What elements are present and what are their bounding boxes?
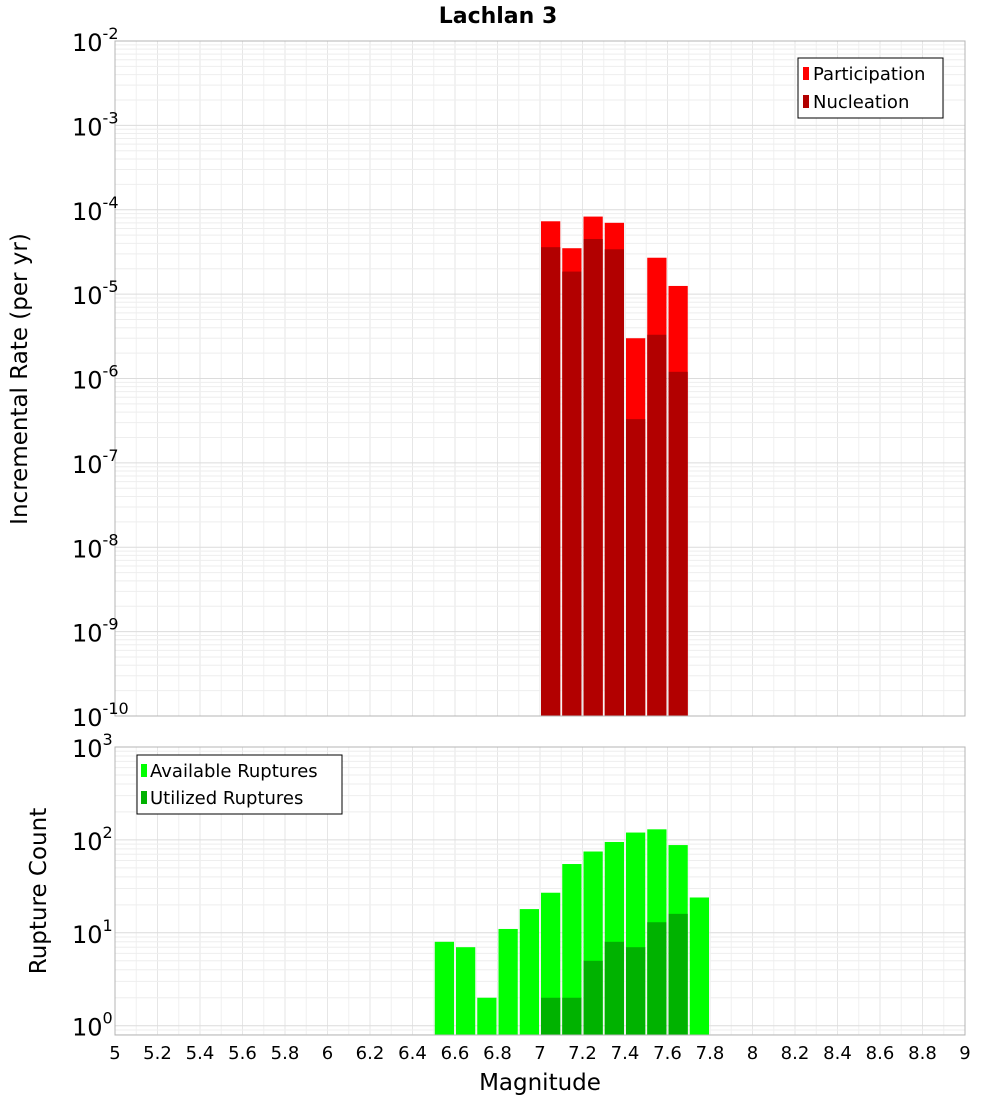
top-y-axis-title: Incremental Rate (per yr) <box>7 233 33 525</box>
top-legend: Participation Nucleation <box>797 57 944 119</box>
x-tick-labels: 5 5.2 5.4 5.6 5.8 6 6.2 6.4 6.6 6.8 7 7.2 7.4 7.6 7.8 8… <box>109 1043 970 1064</box>
y-tick-label: 10-4 <box>72 193 119 226</box>
legend-swatch-available-ruptures <box>141 764 147 777</box>
top-plot-grid <box>114 40 966 717</box>
y-tick-label: 102 <box>72 823 113 856</box>
x-tick-label: 9 <box>959 1043 970 1064</box>
count-bar-available-ruptures <box>689 897 709 1035</box>
legend-swatch-nucleation <box>803 95 809 108</box>
x-tick-label: 8 <box>747 1043 758 1064</box>
rate-bar-nucleation <box>604 249 624 716</box>
legend-swatch-utilized-ruptures <box>141 791 147 804</box>
legend-label-nucleation: Nucleation <box>813 92 909 113</box>
y-tick-label: 10-3 <box>72 108 119 141</box>
rate-bar-nucleation <box>668 371 688 716</box>
y-tick-label: 10-6 <box>72 362 119 395</box>
top-plot-bars <box>541 216 688 717</box>
top-legend-box <box>797 57 944 119</box>
rate-bar-nucleation <box>626 419 646 716</box>
count-bar-available-ruptures <box>498 928 518 1035</box>
legend-swatch-participation <box>803 67 809 80</box>
y-tick-label: 10-9 <box>72 615 119 648</box>
count-bar-utilized-ruptures <box>604 941 624 1035</box>
rupture-count-plot: 103 102 101 100 Rupture Count Available Rup… <box>26 730 966 1042</box>
y-tick-label: 103 <box>72 730 113 763</box>
x-tick-label: 5.4 <box>186 1043 215 1064</box>
chart-title: Lachlan 3 <box>439 4 558 29</box>
x-tick-label: 6.2 <box>356 1043 385 1064</box>
incremental-rate-plot: 10-2 10-3 10-4 10-5 10-6 10-7 10-8 10-9 10-10 In… <box>7 24 966 732</box>
top-plot-frame <box>114 40 966 717</box>
rate-bar-nucleation <box>562 271 582 716</box>
x-tick-label: 8.6 <box>866 1043 895 1064</box>
x-axis-title: Magnitude <box>479 1070 601 1096</box>
legend-label-available-ruptures: Available Ruptures <box>150 761 318 782</box>
y-tick-label: 101 <box>72 916 113 949</box>
x-tick-label: 6.8 <box>483 1043 512 1064</box>
x-tick-label: 5.8 <box>271 1043 300 1064</box>
count-bar-available-ruptures <box>519 909 539 1035</box>
x-tick-label: 8.8 <box>908 1043 937 1064</box>
x-tick-label: 5.6 <box>228 1043 257 1064</box>
rate-bar-nucleation <box>541 247 561 716</box>
y-tick-label: 100 <box>72 1009 113 1042</box>
count-bar-utilized-ruptures <box>668 913 688 1035</box>
bottom-legend-box <box>136 754 343 815</box>
x-tick-label: 7 <box>534 1043 545 1064</box>
bottom-y-axis-title: Rupture Count <box>26 808 52 974</box>
x-tick-label: 7.8 <box>696 1043 725 1064</box>
rate-bar-nucleation <box>583 239 603 716</box>
x-tick-label: 8.2 <box>781 1043 810 1064</box>
count-bar-available-ruptures <box>456 947 476 1035</box>
count-bar-utilized-ruptures <box>562 997 582 1035</box>
x-tick-label: 7.4 <box>611 1043 640 1064</box>
x-tick-label: 6.6 <box>441 1043 470 1064</box>
top-y-tick-labels: 10-2 10-3 10-4 10-5 10-6 10-7 10-8 10-9 10-10 <box>72 24 129 732</box>
count-bar-utilized-ruptures <box>626 947 646 1035</box>
count-bar-available-ruptures <box>477 997 497 1035</box>
y-tick-label: 10-2 <box>72 24 119 57</box>
y-tick-label: 10-5 <box>72 277 119 310</box>
count-bar-utilized-ruptures <box>541 997 561 1035</box>
y-tick-label: 10-7 <box>72 446 119 479</box>
x-tick-label: 7.6 <box>653 1043 682 1064</box>
bottom-legend: Available Ruptures Utilized Ruptures <box>136 754 343 815</box>
bottom-plot-frame <box>114 746 966 1036</box>
rate-bar-nucleation <box>647 334 667 716</box>
legend-label-participation: Participation <box>813 64 925 85</box>
x-tick-label: 5 <box>109 1043 120 1064</box>
count-bar-available-ruptures <box>434 941 454 1035</box>
count-bar-utilized-ruptures <box>647 922 667 1035</box>
x-tick-label: 5.2 <box>143 1043 172 1064</box>
y-tick-label: 10-8 <box>72 530 119 563</box>
legend-label-utilized-ruptures: Utilized Ruptures <box>150 788 303 809</box>
bottom-plot-bars <box>434 829 709 1035</box>
x-tick-label: 8.4 <box>823 1043 852 1064</box>
count-bar-available-ruptures <box>562 864 582 1035</box>
bottom-y-tick-labels: 103 102 101 100 <box>72 730 113 1042</box>
x-tick-label: 7.2 <box>568 1043 597 1064</box>
y-tick-label: 10-10 <box>72 699 129 732</box>
x-tick-label: 6.4 <box>398 1043 427 1064</box>
x-tick-label: 6 <box>322 1043 333 1064</box>
count-bar-utilized-ruptures <box>583 960 603 1035</box>
